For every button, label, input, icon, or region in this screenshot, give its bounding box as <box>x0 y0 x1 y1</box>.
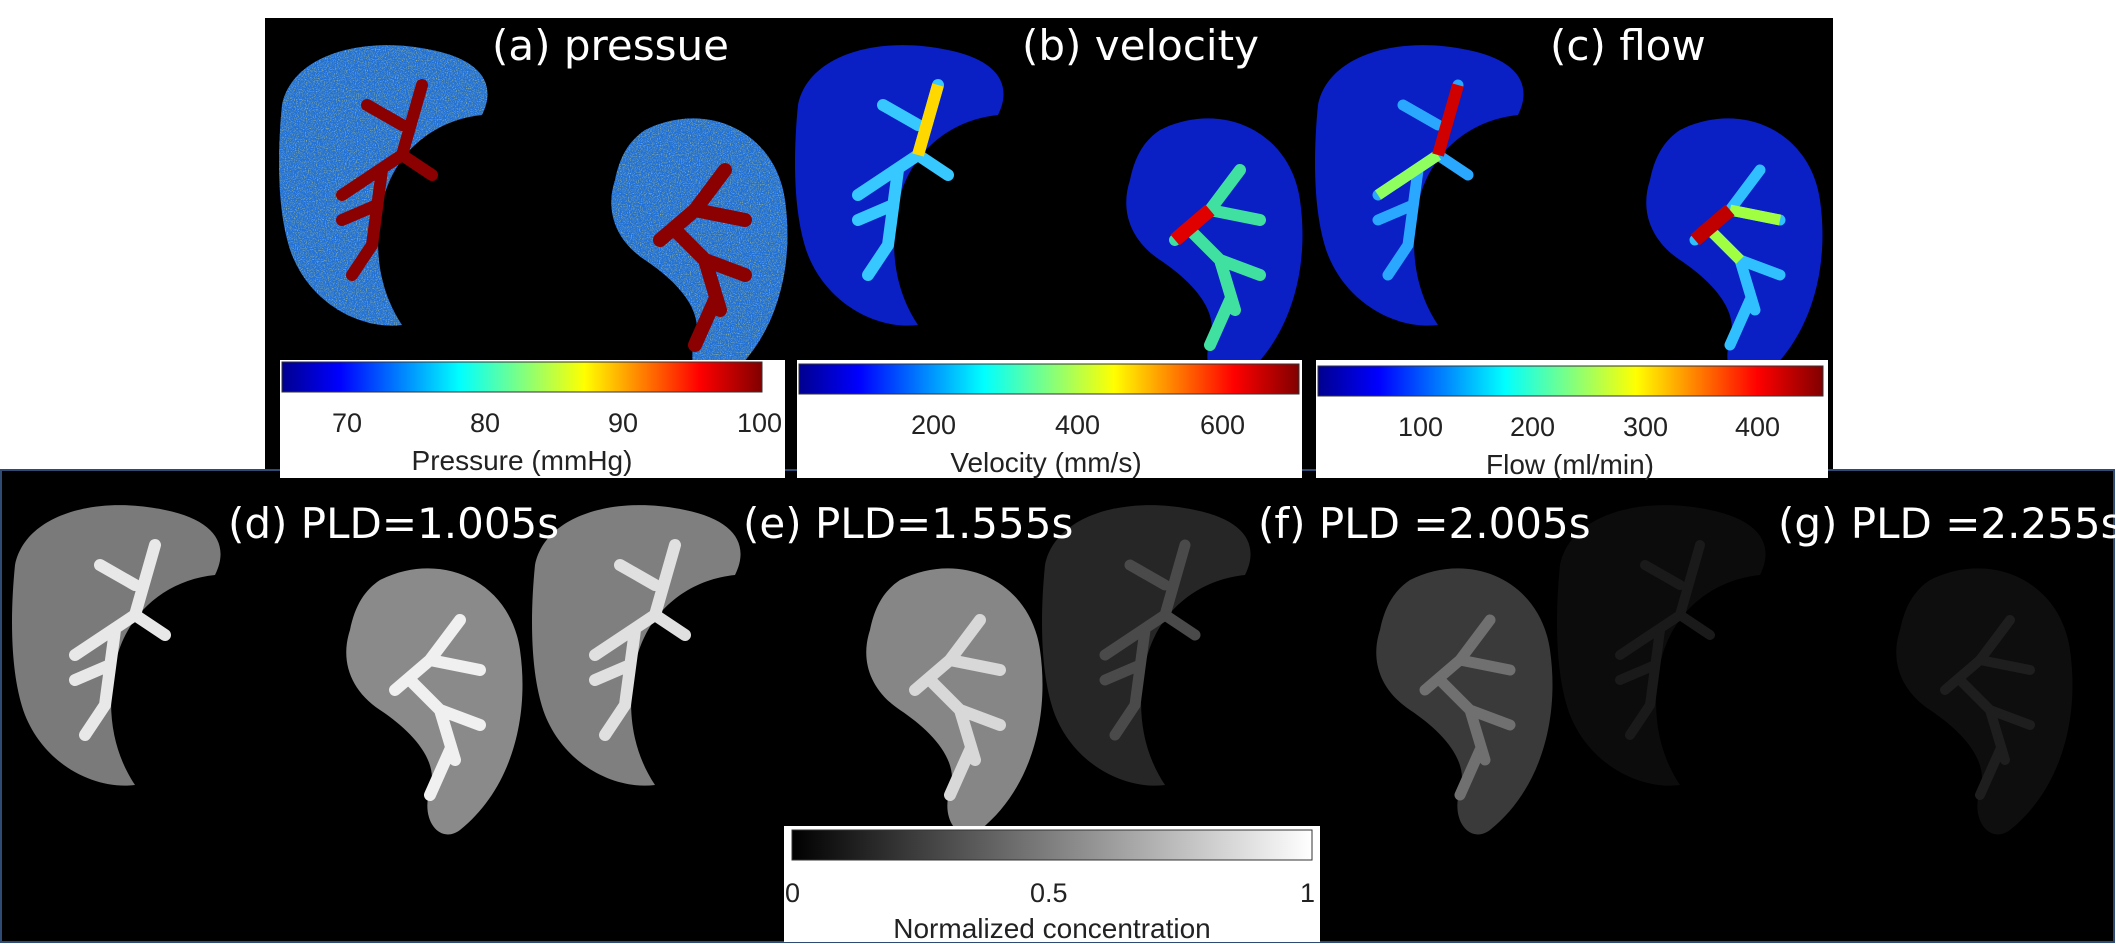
colorbar-velocity: 200 400 600 Velocity (mm/s) <box>797 360 1302 478</box>
tick-pressure-90: 90 <box>608 408 638 438</box>
colorbar-pressure: 70 80 90 100 Pressure (mmHg) <box>280 360 785 478</box>
colorbar-concentration: 0 0.5 1 Normalized concentration <box>784 826 1320 944</box>
colorbar-flow: 100 200 300 400 Flow (ml/min) <box>1316 360 1828 480</box>
colorbar-pressure-gradient <box>281 361 763 393</box>
panel-title-a: (a) pressue <box>492 21 729 70</box>
tick-flow-400: 400 <box>1735 412 1780 442</box>
flow-kidneys <box>1315 45 1823 385</box>
panel-title-d: (d) PLD=1.005s <box>228 499 559 548</box>
colorbar-velocity-label: Velocity (mm/s) <box>950 447 1141 478</box>
tick-pressure-100: 100 <box>737 408 782 438</box>
velocity-kidneys <box>795 45 1303 385</box>
colorbar-flow-label: Flow (ml/min) <box>1486 449 1654 480</box>
colorbar-velocity-gradient <box>798 363 1300 395</box>
tick-velocity-600: 600 <box>1200 410 1245 440</box>
colorbar-concentration-label: Normalized concentration <box>893 913 1211 944</box>
panel-title-b: (b) velocity <box>1022 21 1259 70</box>
tick-velocity-400: 400 <box>1055 410 1100 440</box>
panel-title-e: (e) PLD=1.555s <box>743 499 1073 548</box>
tick-concentration-1: 1 <box>1300 878 1315 908</box>
panel-title-c: (c) flow <box>1550 21 1706 70</box>
tick-flow-300: 300 <box>1623 412 1668 442</box>
tick-pressure-80: 80 <box>470 408 500 438</box>
panel-title-f: (f) PLD =2.005s <box>1258 499 1591 548</box>
colorbar-concentration-gradient <box>791 829 1313 861</box>
tick-velocity-200: 200 <box>911 410 956 440</box>
tick-pressure-70: 70 <box>332 408 362 438</box>
panel-title-g: (g) PLD =2.255s <box>1778 499 2116 548</box>
tick-concentration-0: 0 <box>785 878 800 908</box>
tick-flow-100: 100 <box>1398 412 1443 442</box>
tick-concentration-0.5: 0.5 <box>1030 878 1068 908</box>
tick-flow-200: 200 <box>1510 412 1555 442</box>
colorbar-pressure-label: Pressure (mmHg) <box>412 445 633 476</box>
colorbar-flow-gradient <box>1317 365 1824 397</box>
